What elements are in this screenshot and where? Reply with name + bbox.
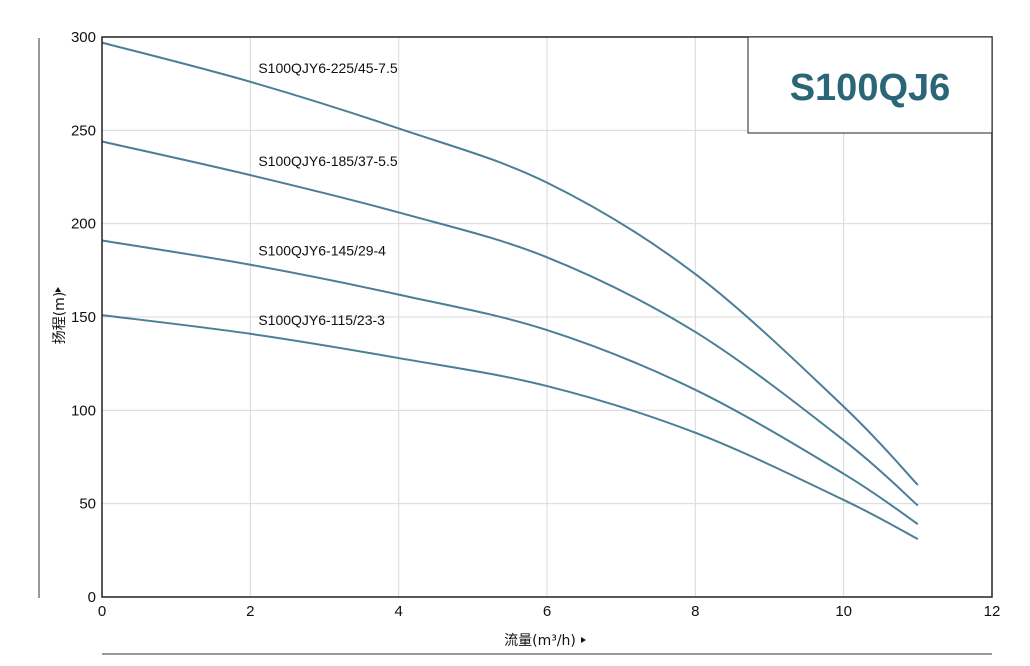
series-line-4 [101,314,919,541]
x-tick-label: 12 [984,603,1001,620]
series-label-4: S100QJY6-115/23-3 [258,312,385,328]
y-tick-label: 50 [79,496,96,513]
y-tick-label: 150 [71,309,96,326]
y-axis-label: 扬程(m) [52,292,68,345]
title-box: S100QJ6 [747,36,993,134]
series-line-2 [101,140,919,507]
chart-title: S100QJ6 [790,67,951,109]
x-axis-label-group: 流量(m³/h) [504,633,586,649]
x-axis-label: 流量(m³/h) [504,633,576,649]
series-label-2: S100QJY6-185/37-5.5 [258,153,398,169]
x-tick-label: 8 [691,603,699,620]
x-tick-label: 4 [394,603,402,620]
y-axis-label-group: 扬程(m) [52,287,68,344]
series-label-1: S100QJY6-225/45-7.5 [258,60,398,76]
x-tick-label: 10 [835,603,852,620]
series-lines [101,41,919,541]
plot-frame [101,36,993,598]
x-tick-label: 6 [543,603,551,620]
x-tick-label: 2 [246,603,254,620]
y-tick-label: 100 [71,402,96,419]
y-axis-arrow [55,287,61,292]
y-tick-label: 200 [71,216,96,233]
y-tick-label: 250 [71,122,96,139]
y-tick-label: 300 [71,29,96,46]
y-tick-label: 0 [88,589,96,606]
series-line-1 [101,41,919,486]
series-line-3 [101,239,919,526]
series-label-3: S100QJY6-145/29-4 [258,243,386,259]
series-labels: S100QJY6-225/45-7.5 S100QJY6-185/37-5.5 S1… [258,60,398,328]
x-axis-arrow [581,637,586,643]
title-box-frame [747,36,993,134]
grid-lines [101,36,993,598]
x-tick-label: 0 [98,603,106,620]
tick-labels: 0 2 4 6 8 10 12 0 50 100 150 200 250 300 [71,29,1000,620]
